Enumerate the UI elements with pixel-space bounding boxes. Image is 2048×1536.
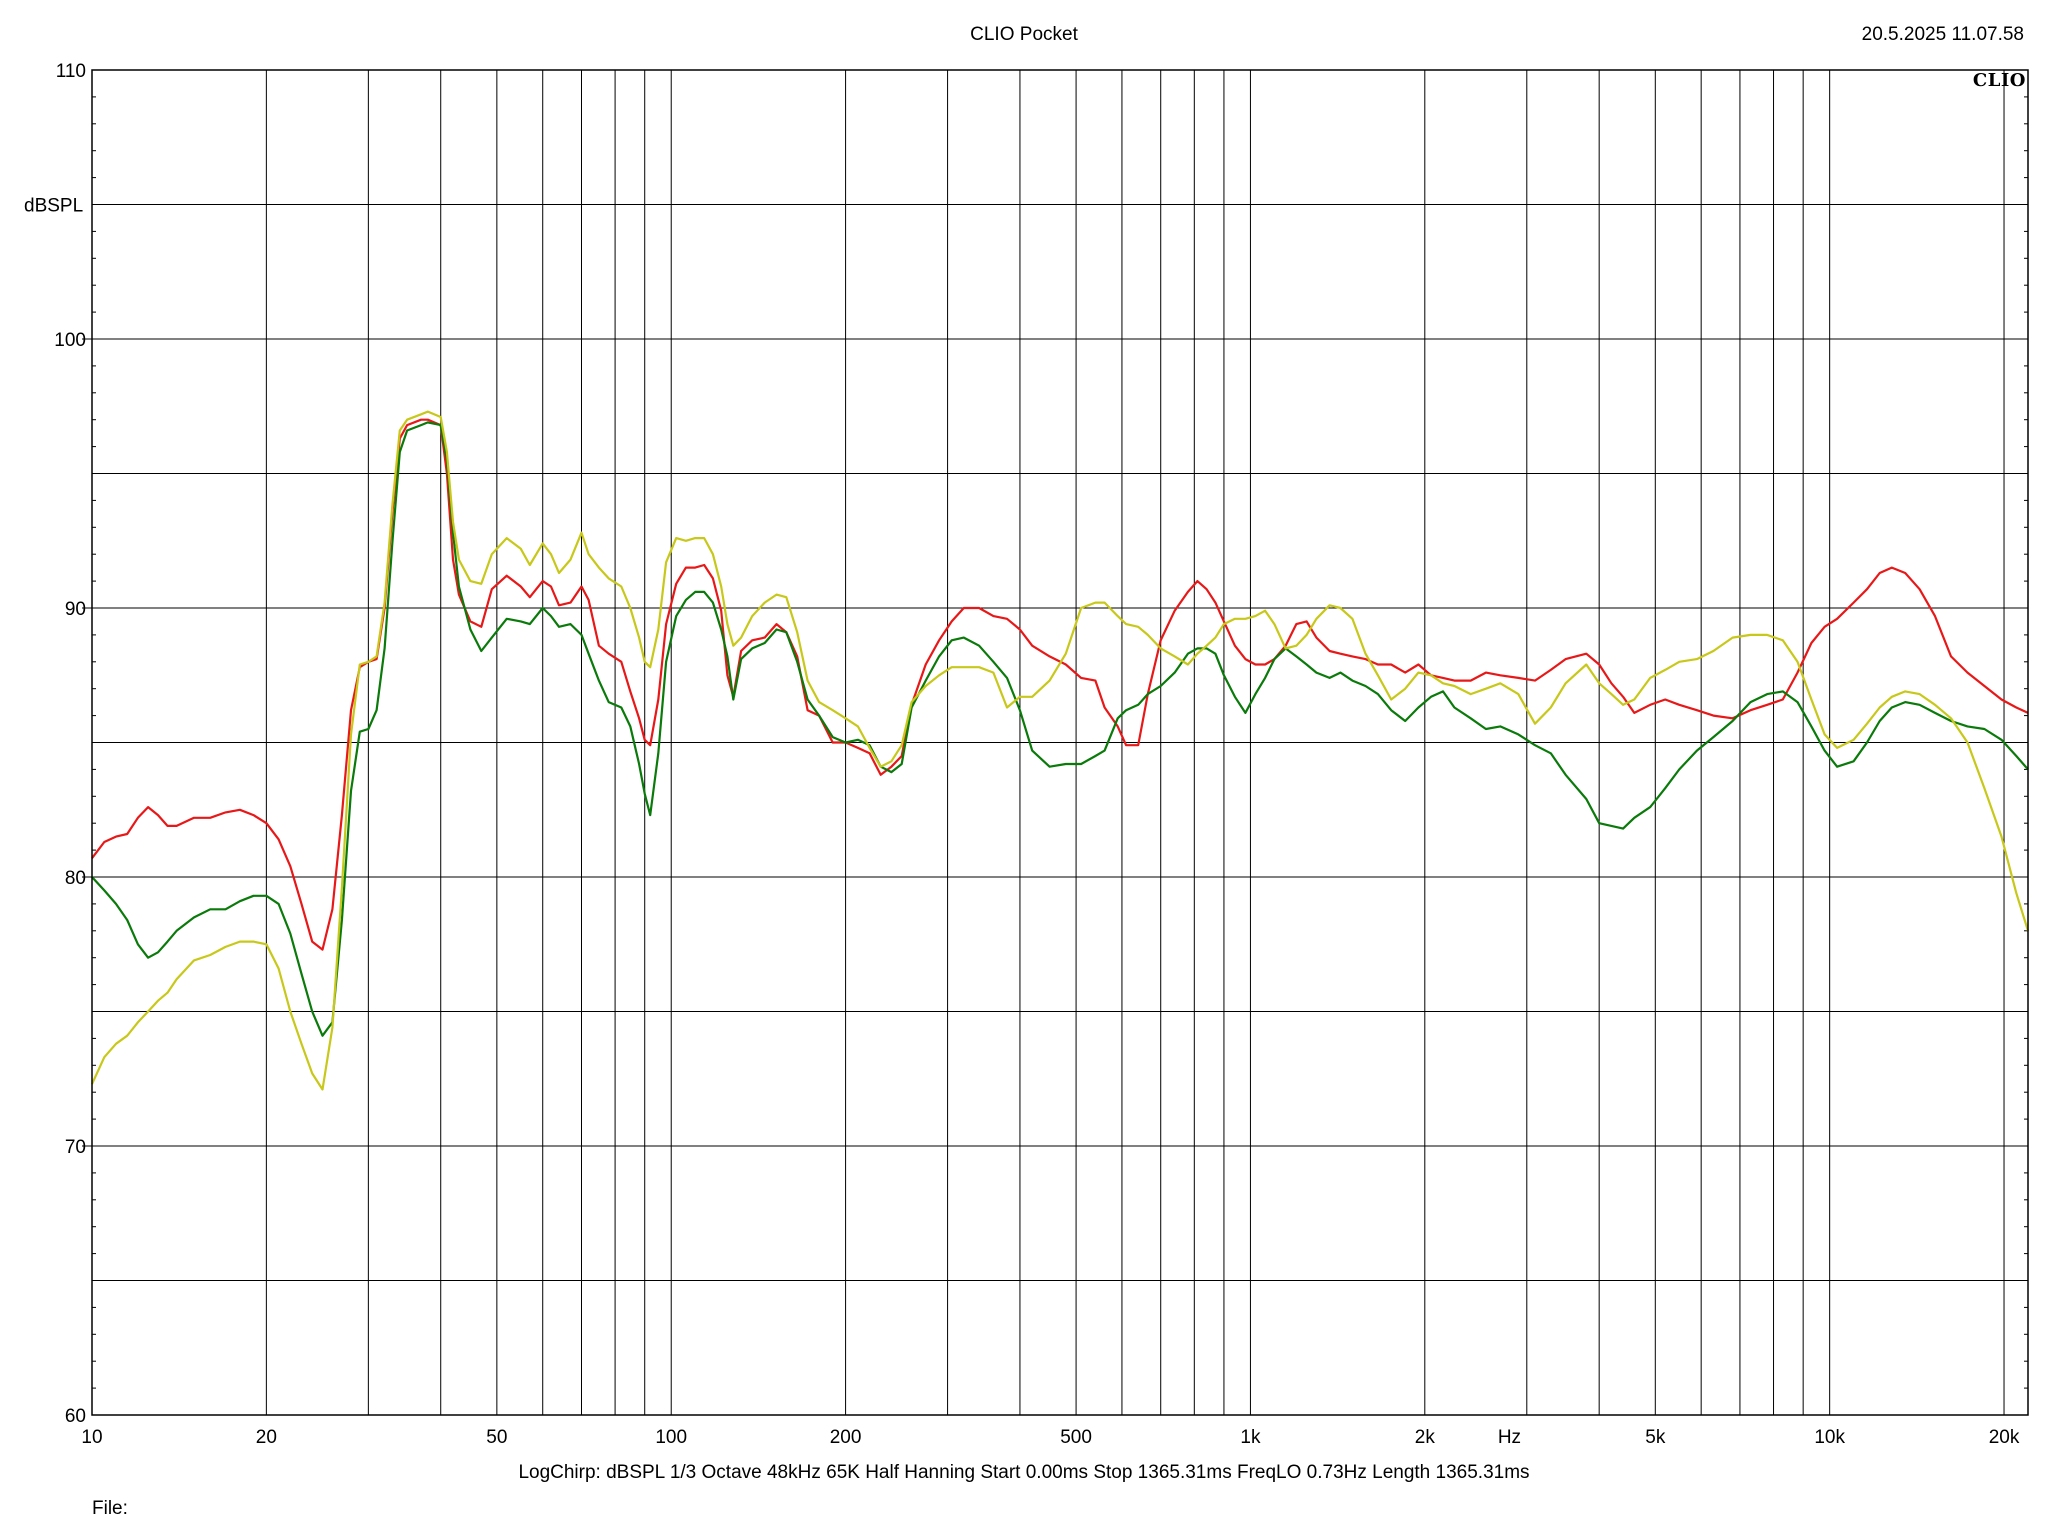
response-curve-1: [91, 418, 2029, 951]
x-tick-label: 5k: [1645, 1427, 1666, 1448]
y-tick-label: 90: [65, 599, 86, 620]
y-tick-label: 70: [65, 1137, 86, 1158]
y-tick-labels: 110 100 90 80 70 60: [54, 61, 86, 1427]
y-tick-label: 80: [65, 868, 86, 889]
timestamp: 20.5.2025 11.07.58: [1861, 24, 2024, 45]
x-tick-label: 20k: [1989, 1427, 2020, 1448]
x-tick-label: 2k: [1415, 1427, 1436, 1448]
y-tick-label: 100: [54, 330, 86, 351]
plot-frame: [91, 69, 2029, 1416]
grid-lines: [82, 70, 2028, 1415]
file-label: File:: [92, 1498, 128, 1519]
x-tick-label: 200: [830, 1427, 862, 1448]
x-axis-unit-label: Hz: [1498, 1427, 1521, 1448]
x-tick-label: 10: [81, 1427, 102, 1448]
x-tick-label: 500: [1060, 1427, 1092, 1448]
chart-title: CLIO Pocket: [970, 24, 1078, 45]
response-curve-3: [90, 410, 2030, 1091]
y-axis-label: dBSPL: [24, 196, 83, 217]
x-tick-label: 100: [655, 1427, 687, 1448]
x-tick-labels: 10 20 50 100 200 500 1k 2k 5k 10k 20k: [81, 1427, 2019, 1448]
x-tick-label: 20: [256, 1427, 277, 1448]
response-curve-2: [91, 421, 2029, 1037]
x-tick-label: 50: [486, 1427, 507, 1448]
x-tick-label: 10k: [1814, 1427, 1845, 1448]
response-curves: [90, 410, 2030, 1091]
y-tick-label: 110: [56, 61, 86, 82]
y-tick-label: 60: [65, 1406, 86, 1427]
brand-logo: CLIO: [1972, 70, 2026, 91]
x-tick-label: 1k: [1240, 1427, 1261, 1448]
measurement-settings: LogChirp: dBSPL 1/3 Octave 48kHz 65K Hal…: [518, 1462, 1530, 1483]
